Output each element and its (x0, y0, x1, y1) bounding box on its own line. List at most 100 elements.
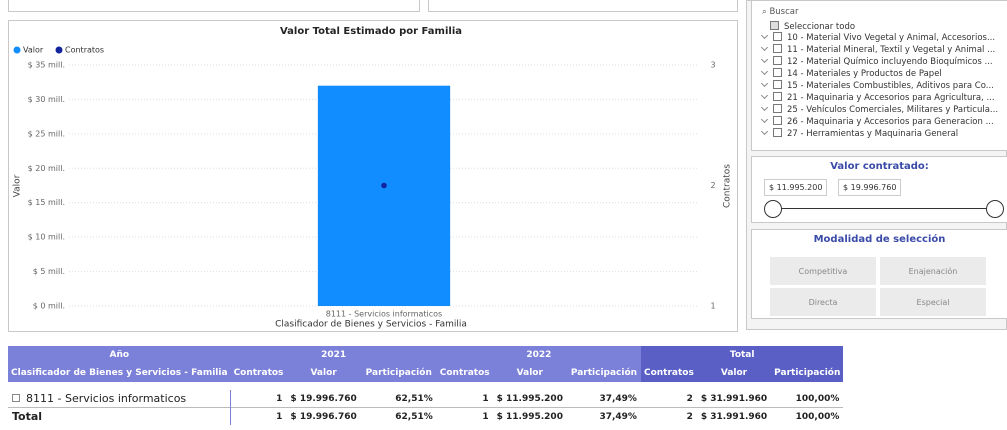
cell-text: 62,51% (395, 393, 433, 404)
header-row: Clasificador de Bienes y Servicios - Fam… (8, 364, 844, 382)
slicer-item[interactable]: 21 - Maquinaria y Accesorios para Agricu… (760, 91, 995, 103)
column-header: Valor (696, 364, 772, 382)
y2-tick-label: 3 (710, 61, 715, 70)
column-header: Clasificador de Bienes y Servicios - Fam… (8, 364, 231, 382)
cell: $ 11.995.200 (493, 390, 567, 408)
y2-tick-label: 1 (710, 302, 715, 311)
range-title: Valor contratado: (830, 161, 929, 172)
slider-handle[interactable] (986, 200, 1004, 218)
cell: 62,51% (360, 407, 437, 425)
option-button[interactable]: Enajenación (880, 257, 986, 285)
cell: 100,00% (771, 407, 844, 425)
slicer-item[interactable]: 26 - Maquinaria y Accesorios para Genera… (760, 115, 994, 127)
header-cell: 2022 (436, 346, 641, 364)
y2-axis-title: Contratos (723, 164, 733, 208)
cell-text: 1 (482, 411, 489, 422)
data-row: Total 1 $ 19.996.760 62,51% 1 $ 11.995.200 37,… (8, 407, 844, 425)
line-point (381, 182, 387, 189)
search-box[interactable]: ⌕ Buscar (762, 7, 799, 17)
slicer-item-label: 14 - Materiales y Productos de Papel (787, 69, 942, 79)
chart: Valor Total Estimado por Familia Valor C… (13, 26, 733, 330)
select-all-label: Seleccionar todo (784, 22, 856, 32)
column-header: Contratos (230, 364, 287, 382)
modalidad-title: Modalidad de selección (813, 234, 946, 245)
cell: 37,49% (566, 407, 641, 425)
option-button[interactable]: Competitiva (770, 257, 876, 285)
bar (317, 85, 451, 307)
min-input[interactable]: $ 11.995.200 (764, 179, 828, 196)
cell-text: $ 31.991.960 (700, 411, 768, 422)
select-all[interactable]: Seleccionar todo (770, 21, 855, 32)
slicer-item-label: 11 - Material Mineral, Textil y Vegetal … (787, 45, 996, 55)
slicer-item-label: 10 - Material Vivo Vegetal y Animal, Acc… (787, 33, 996, 43)
y-tick-label: $ 25 mill. (28, 129, 65, 138)
header-cell: Año (8, 346, 231, 364)
legend-marker (55, 46, 63, 54)
x-tick-label: 8111 - Servicios informaticos (326, 310, 442, 319)
slicer-item[interactable]: 25 - Vehículos Comerciales, Militares y … (760, 103, 999, 115)
cell-text: 62,51% (395, 411, 433, 422)
cell-text: Total (12, 410, 43, 423)
cell-text: 2 (686, 411, 693, 422)
y-tick-label: $ 10 mill. (28, 233, 65, 242)
legend-label: Valor (23, 46, 44, 55)
cell-text: $ 19.996.760 (290, 393, 357, 404)
option-button[interactable]: Especial (880, 288, 986, 316)
cell-text: 1 (482, 393, 489, 404)
button-slicer: Modalidad de selección Competitiva Enajen… (751, 229, 1007, 319)
cell: 100,00% (771, 390, 843, 408)
slicer-item-label: 21 - Maquinaria y Accesorios para Agricu… (787, 93, 995, 103)
legend-label: Contratos (65, 46, 104, 55)
y-tick-label: $ 20 mill. (28, 164, 65, 173)
cell-text: $ 19.996.760 (290, 411, 357, 422)
cell: 37,49% (567, 390, 641, 408)
max-input[interactable]: $ 19.996.760 (838, 179, 902, 196)
x-axis-title: Clasificador de Bienes y Servicios - Fam… (275, 320, 467, 330)
cell-text: 1 (276, 393, 283, 404)
cell-text: 8111 - Servicios informaticos (26, 392, 187, 405)
slicer-item[interactable]: 15 - Materiales Combustibles, Aditivos p… (760, 79, 994, 91)
chart-panel: Valor Total Estimado por Familia Valor C… (8, 20, 738, 332)
list-slicer: ⌕ Buscar Seleccionar todo 10 - Material … (751, 1, 1007, 151)
cell-text: $ 11.995.200 (496, 393, 563, 404)
header-cell: 2021 (230, 346, 437, 364)
cell: $ 31.991.960 (696, 407, 772, 425)
slicer-item-label: 25 - Vehículos Comerciales, Militares y … (787, 105, 999, 115)
y-tick-label: $ 30 mill. (28, 95, 65, 104)
y-tick-label: $ 35 mill. (28, 61, 65, 70)
y2-tick-label: 2 (710, 181, 715, 190)
panel (428, 0, 738, 12)
y-axis-title: Valor (13, 174, 23, 197)
slider-handle[interactable] (764, 200, 782, 218)
cell-text: 2 (686, 393, 693, 404)
cell-text: 37,49% (599, 393, 637, 404)
cell: 1 (436, 407, 493, 425)
column-header: Participación (566, 364, 641, 382)
slicer-item-label: 12 - Material Químico incluyendo Bioquím… (787, 57, 993, 67)
cell: 2 (640, 407, 697, 425)
slicer-item[interactable]: 12 - Material Químico incluyendo Bioquím… (760, 55, 993, 67)
cell: 8111 - Servicios informaticos (8, 390, 232, 408)
header-cell: Total (640, 346, 844, 364)
slicer-item[interactable]: 27 - Herramientas y Maquinaria General (760, 127, 959, 139)
slicer-item[interactable]: 10 - Material Vivo Vegetal y Animal, Acc… (760, 31, 996, 43)
slider-track (774, 208, 991, 209)
legend-marker (13, 46, 21, 54)
y-tick-label: $ 15 mill. (28, 198, 65, 207)
cell: 1 (437, 390, 493, 408)
slicer-item[interactable]: 11 - Material Mineral, Textil y Vegetal … (760, 43, 996, 55)
cell: 1 (231, 390, 287, 408)
cell: $ 19.996.760 (286, 390, 360, 408)
y-tick-label: $ 0 mill. (33, 302, 65, 311)
slicer-item-label: 26 - Maquinaria y Accesorios para Genera… (787, 117, 994, 127)
cell-text: $ 31.991.960 (700, 393, 768, 404)
cell-text: $ 11.995.200 (496, 411, 563, 422)
slicer-item-label: 27 - Herramientas y Maquinaria General (787, 129, 959, 139)
option-button[interactable]: Directa (770, 288, 876, 316)
slicer-item[interactable]: 14 - Materiales y Productos de Papel (760, 67, 942, 79)
range-slicer: Valor contratado: $ 11.995.200 $ 19.996.… (751, 156, 1007, 223)
cell: $ 19.996.760 (286, 407, 361, 425)
cell-text: 100,00% (795, 411, 840, 422)
filter-pane: ⌕ Buscar Seleccionar todo 10 - Material … (746, 0, 1007, 330)
matrix: Año 2021 2022 Total Clasificador de Bienes y… (8, 346, 844, 425)
